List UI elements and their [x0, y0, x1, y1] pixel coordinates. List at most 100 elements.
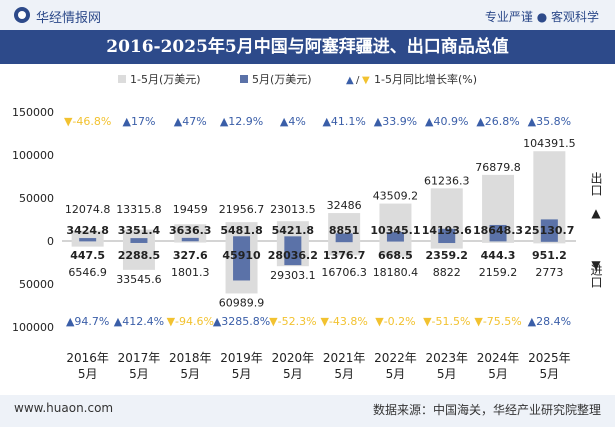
x-axis: 2016年 5月 2017年 5月 2018年 5月 2019年 5月 2020年 5月 2021年…: [66, 351, 570, 381]
import-cumulative-label: 16706.3: [321, 266, 367, 279]
export-month-bar: [438, 228, 456, 241]
import-month-label: 444.3: [481, 249, 516, 262]
import-growth-label: ▲28.4%: [528, 315, 571, 328]
export-growth-label: ▼-46.8%: [64, 115, 111, 128]
labels-layer: 12074.8 3424.8 447.5 6546.9 ▼-46.8% ▲94.7% 133…: [64, 115, 576, 328]
import-month-bar: [335, 241, 353, 243]
import-cumulative-bar: [533, 241, 566, 244]
import-month-label: 1376.7: [323, 249, 365, 262]
import-cumulative-label: 6546.9: [68, 266, 107, 279]
import-down-arrow-icon: ▼: [591, 258, 601, 272]
chart-canvas: 1-5月(万美元) 5月(万美元) ▲ / ▼ 1-5月同比增长率(%) 150…: [12, 72, 603, 381]
export-month-label: 10345.1: [370, 224, 420, 237]
y-tick-label: 0: [47, 235, 54, 248]
import-month-label: 2359.2: [426, 249, 468, 262]
import-cumulative-bar: [122, 241, 155, 270]
export-cumulative-bar: [174, 224, 207, 241]
import-growth-label: ▼-0.2%: [375, 315, 415, 328]
import-cumulative-label: 2773: [535, 266, 563, 279]
site-url[interactable]: www.huaon.com: [14, 401, 114, 415]
x-tick-label: 2020年 5月: [272, 351, 315, 381]
import-cumulative-bar: [379, 241, 412, 257]
export-growth-label: ▲4%: [280, 115, 306, 128]
import-month-label: 951.2: [532, 249, 567, 262]
export-growth-label: ▲35.8%: [528, 115, 571, 128]
import-cumulative-label: 29303.1: [270, 269, 316, 282]
y-tick-label: 150000: [12, 106, 54, 119]
import-month-bar: [540, 241, 558, 242]
export-month-label: 14193.6: [422, 224, 472, 237]
y-tick-label: 50000: [19, 192, 54, 205]
import-growth-label: ▲3285.8%: [213, 315, 270, 328]
import-cumulative-label: 60989.9: [219, 296, 265, 309]
export-month-label: 3351.4: [118, 224, 161, 237]
export-month-label: 8851: [329, 224, 360, 237]
export-growth-label: ▲12.9%: [220, 115, 263, 128]
export-side-label: 出口: [589, 172, 603, 196]
export-cumulative-bar: [122, 229, 155, 241]
import-month-bar: [130, 241, 148, 243]
export-cumulative-label: 32486: [327, 199, 362, 212]
import-month-label: 668.5: [378, 249, 413, 262]
export-cumulative-label: 19459: [173, 203, 208, 216]
export-cumulative-label: 61236.3: [424, 174, 470, 187]
import-cumulative-bar: [71, 241, 104, 247]
import-growth-label: ▲412.4%: [114, 315, 164, 328]
legend-swatch-month: [240, 75, 248, 83]
x-tick-label: 2017年 5月: [118, 351, 161, 381]
legend: 1-5月(万美元) 5月(万美元) ▲ / ▼ 1-5月同比增长率(%): [118, 72, 477, 86]
import-cumulative-bar: [430, 241, 463, 249]
x-tick-label: 2019年 5月: [220, 351, 263, 381]
export-month-label: 25130.7: [524, 224, 574, 237]
y-tick-label: 100000: [12, 321, 54, 334]
chart-title: 2016-2025年5月中国与阿塞拜疆进、出口商品总值: [106, 37, 509, 57]
import-month-label: 447.5: [70, 249, 105, 262]
import-cumulative-label: 1801.3: [171, 266, 210, 279]
export-month-bar: [181, 237, 199, 241]
legend-up-triangle-icon: ▲: [346, 75, 354, 86]
export-growth-label: ▲17%: [122, 115, 155, 128]
import-growth-label: ▼-43.8%: [320, 315, 367, 328]
export-growth-label: ▲40.9%: [425, 115, 468, 128]
legend-label-month: 5月(万美元): [252, 73, 312, 86]
export-month-bar: [489, 224, 507, 241]
import-growth-label: ▼-51.5%: [423, 315, 470, 328]
export-cumulative-label: 21956.7: [219, 203, 265, 216]
export-up-arrow-icon: ▲: [591, 206, 601, 220]
export-month-label: 18648.3: [473, 224, 523, 237]
y-tick-label: 50000: [19, 278, 54, 291]
export-cumulative-label: 43509.2: [373, 190, 419, 203]
import-cumulative-bar: [328, 241, 361, 256]
x-tick-label: 2018年 5月: [169, 351, 212, 381]
import-month-bar: [284, 241, 302, 266]
legend-down-triangle-icon: ▼: [362, 75, 370, 86]
x-tick-label: 2025年 5月: [528, 351, 571, 381]
footer-bar: [0, 395, 615, 427]
export-cumulative-bar: [71, 230, 104, 241]
x-tick-label: 2024年 5月: [477, 351, 520, 381]
import-growth-label: ▼-75.5%: [474, 315, 521, 328]
brand-name: 华经情报网: [36, 11, 102, 26]
export-cumulative-bar: [276, 221, 309, 241]
legend-slash: /: [356, 75, 360, 86]
huajing-logo-icon: [14, 7, 30, 23]
import-month-label: 327.6: [173, 249, 208, 262]
import-side-label: 进口: [589, 264, 603, 288]
export-cumulative-label: 13315.8: [116, 203, 162, 216]
export-cumulative-label: 12074.8: [65, 203, 111, 216]
export-cumulative-label: 104391.5: [523, 137, 576, 150]
import-cumulative-bar: [174, 241, 207, 243]
export-month-bar: [540, 219, 558, 241]
import-growth-label: ▼-94.6%: [167, 315, 214, 328]
x-tick-label: 2023年 5月: [425, 351, 468, 381]
export-month-bar: [335, 233, 353, 241]
import-month-label: 45910: [222, 249, 261, 262]
import-month-bar: [233, 241, 251, 281]
export-month-label: 5481.8: [220, 224, 262, 237]
export-month-bar: [130, 238, 148, 241]
export-month-bar: [233, 236, 251, 241]
top-bar: [0, 0, 615, 30]
export-month-bar: [284, 236, 302, 241]
export-growth-label: ▲26.8%: [476, 115, 519, 128]
export-month-bar: [79, 238, 97, 241]
